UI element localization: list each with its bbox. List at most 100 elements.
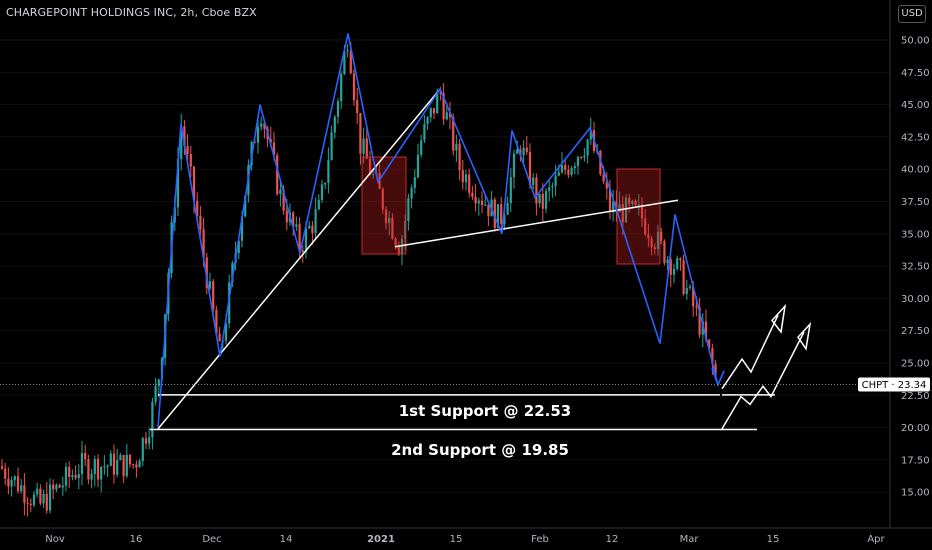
candle-body <box>666 259 669 264</box>
candle-body <box>548 187 551 191</box>
candle-body <box>263 123 266 129</box>
candle-body <box>688 286 692 288</box>
candle-body <box>557 172 560 176</box>
candle-body <box>119 455 122 461</box>
candle-body <box>493 199 496 228</box>
candle-body <box>477 200 480 204</box>
last-price-text: CHPT · 23.34 <box>862 380 927 391</box>
candle-body <box>682 260 685 295</box>
candle-body <box>551 186 554 188</box>
y-tick-label: 42.50 <box>901 132 930 143</box>
candle-body <box>416 154 420 178</box>
candle-body <box>269 139 272 143</box>
y-tick-label: 37.50 <box>901 197 930 208</box>
candle-body <box>298 224 301 251</box>
candle-body <box>333 116 336 133</box>
candle-body <box>32 494 36 506</box>
candle-body <box>612 201 615 213</box>
candle-body <box>77 474 80 479</box>
candle-body <box>192 166 196 201</box>
candle-body <box>4 468 7 479</box>
x-tick-label: Mar <box>680 534 700 545</box>
x-tick-label: 12 <box>606 534 619 545</box>
x-tick-label: Dec <box>202 534 221 545</box>
candle-body <box>349 50 352 74</box>
last-price-tag: CHPT · 23.34 <box>0 377 930 392</box>
y-tick-label: 17.50 <box>901 455 930 466</box>
candle-body <box>669 259 672 275</box>
candle-body <box>516 149 519 154</box>
candle-body <box>282 189 285 211</box>
candle-body <box>128 454 132 465</box>
candle-body <box>144 438 148 444</box>
candle-body <box>29 503 32 506</box>
candle-body <box>186 146 189 154</box>
candle-body <box>138 461 141 468</box>
projection-path-1 <box>721 314 779 390</box>
candle-body <box>407 198 410 221</box>
candle-body <box>151 401 154 438</box>
candle-body <box>445 112 448 120</box>
candle-body <box>602 174 605 182</box>
candle-body <box>311 225 314 233</box>
candle-body <box>154 386 157 402</box>
candle-body <box>650 238 653 248</box>
candle-body <box>272 142 276 156</box>
candle-body <box>84 452 87 460</box>
x-tick-label: Feb <box>531 534 549 545</box>
candle-body <box>301 250 304 252</box>
trendline-rising <box>157 88 441 430</box>
candle-body <box>599 150 602 175</box>
candle-body <box>554 175 557 187</box>
candle-body <box>16 476 20 492</box>
candle-body <box>480 200 484 206</box>
candle-body <box>458 143 461 171</box>
y-tick-label: 47.50 <box>901 68 930 79</box>
x-tick-label: 15 <box>450 534 463 545</box>
candle-body <box>109 453 112 466</box>
candle-body <box>208 281 212 289</box>
x-tick-label: 16 <box>130 534 143 545</box>
candle-body <box>432 108 436 114</box>
candle-body <box>256 126 260 143</box>
support1-label: 1st Support @ 22.53 <box>399 402 571 420</box>
candle-body <box>320 184 324 200</box>
candle-body <box>292 212 295 227</box>
candle-body <box>304 228 308 252</box>
candle-body <box>589 130 592 140</box>
candle-body <box>711 348 714 364</box>
candle-body <box>640 204 644 219</box>
y-tick-label: 40.00 <box>901 165 930 176</box>
candle-body <box>506 203 509 215</box>
candle-body <box>634 200 637 205</box>
candle-body <box>7 478 10 487</box>
candle-body <box>196 200 199 217</box>
candle-body <box>122 455 125 477</box>
y-tick-label: 50.00 <box>901 36 930 47</box>
candle-body <box>36 488 39 495</box>
zigzag-line <box>157 33 719 428</box>
candle-body <box>714 363 717 375</box>
candle-body <box>573 165 576 168</box>
candle-body <box>426 117 429 125</box>
y-tick-label: 25.00 <box>901 359 930 370</box>
candle-body <box>39 488 42 504</box>
candle-body <box>359 112 362 154</box>
candle-body <box>618 204 621 213</box>
candle-body <box>413 177 416 188</box>
candle-body <box>381 188 384 210</box>
candle-body <box>218 333 221 342</box>
price-axis[interactable]: 15.00 17.50 20.00 22.50 25.00 27.50 30.00 32.50… <box>889 0 930 528</box>
projection-path-2 <box>721 331 805 430</box>
candle-body <box>215 309 218 334</box>
candle-body <box>404 220 407 239</box>
candle-body <box>439 92 442 94</box>
currency-label[interactable]: USD <box>898 5 926 23</box>
candle-body <box>698 307 701 335</box>
candle-body <box>394 238 397 246</box>
candle-body <box>436 92 439 114</box>
candle-body <box>423 124 426 141</box>
time-axis[interactable]: Nov 16 Dec 14 2021 15 Feb 12 Mar 15 Apr <box>0 527 932 545</box>
candle-body <box>628 197 631 204</box>
